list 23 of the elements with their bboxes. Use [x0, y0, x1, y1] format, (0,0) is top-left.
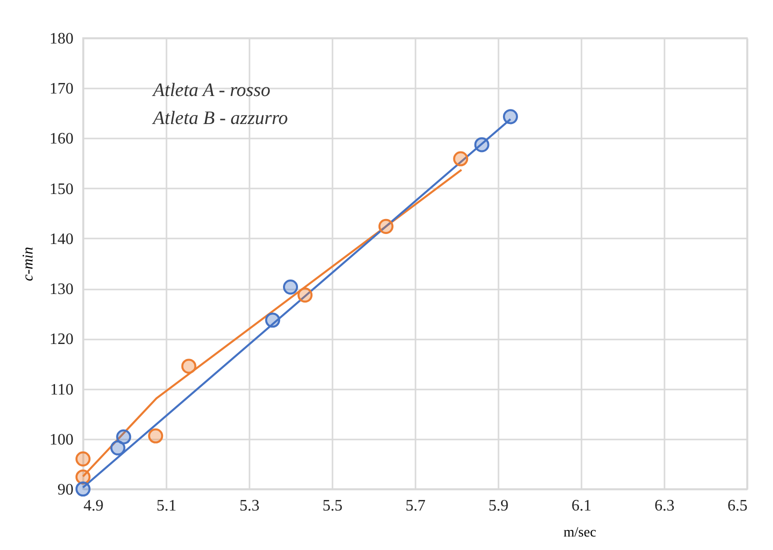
y-tick-label: 130	[50, 281, 74, 298]
x-tick-label: 6.3	[654, 498, 674, 514]
y-tick-label: 180	[50, 30, 74, 48]
y-axis-title: c-min	[20, 246, 36, 282]
x-tick-label: 5.5	[322, 498, 342, 514]
x-tick-label: 5.3	[240, 498, 260, 514]
x-tick-label: 6.1	[572, 498, 592, 514]
x-tick-label: 6.5	[728, 498, 748, 514]
x-axis-title: m/sec	[564, 526, 596, 540]
x-tick-label: 5.1	[156, 498, 176, 514]
y-tick-label: 120	[50, 331, 74, 348]
x-tick-label: 5.7	[406, 498, 426, 514]
x-tick-label: 4.9	[84, 498, 104, 514]
annotation: Atleta A - rosso	[151, 80, 270, 101]
y-tick-label: 100	[50, 431, 74, 448]
annotation: Atleta B - azzurro	[151, 108, 288, 129]
y-tick-label: 140	[50, 230, 74, 248]
y-tick-label: 90	[58, 482, 74, 498]
y-tick-label: 160	[50, 130, 74, 148]
y-tick-label: 170	[50, 80, 74, 98]
x-tick-label: 5.9	[488, 498, 508, 514]
y-tick-label: 150	[50, 180, 74, 198]
y-tick-label: 110	[50, 381, 74, 398]
